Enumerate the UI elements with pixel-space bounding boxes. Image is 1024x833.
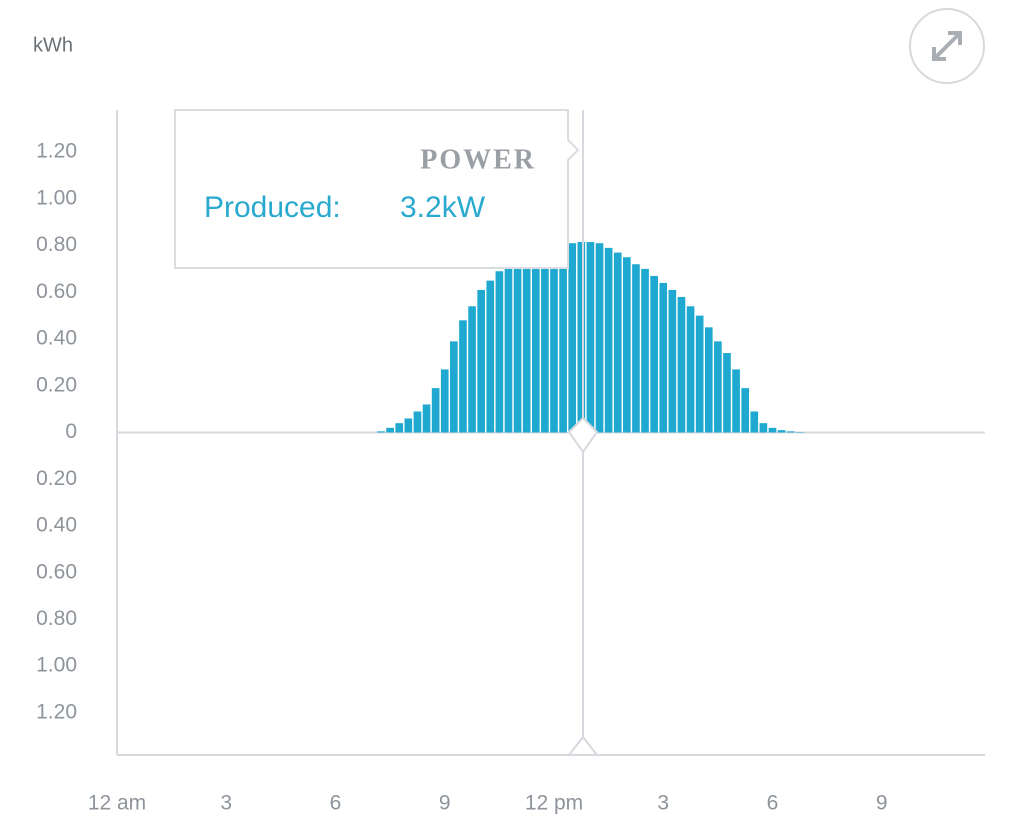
bar <box>395 423 404 433</box>
bar <box>513 261 522 433</box>
cursor-handle <box>567 416 599 454</box>
bar <box>486 280 495 433</box>
bar <box>477 289 485 433</box>
bar <box>468 306 476 433</box>
bar <box>750 411 759 433</box>
tooltip: POWER Produced: 3.2kW <box>174 109 580 269</box>
bar <box>741 388 750 433</box>
y-tick-label: 0.60 <box>36 280 77 303</box>
bar <box>422 404 431 433</box>
y-tick-label: 0 <box>65 420 77 443</box>
bar <box>759 423 768 433</box>
y-tick-label: 1.00 <box>36 186 77 209</box>
x-tick-label: 9 <box>439 792 451 815</box>
bar <box>604 247 613 433</box>
tooltip-box <box>174 109 580 269</box>
y-tick-label: 0.40 <box>36 514 77 537</box>
bar <box>495 271 504 433</box>
tooltip-title: POWER <box>420 144 536 175</box>
bar <box>559 245 567 433</box>
y-tick-label: 1.20 <box>36 140 77 163</box>
bar <box>641 268 649 433</box>
bar <box>677 296 686 433</box>
bar <box>541 250 549 433</box>
tooltip-value: 3.2kW <box>400 191 486 224</box>
x-tick-label: 3 <box>657 792 669 815</box>
bar <box>377 431 385 433</box>
bar <box>577 242 586 433</box>
y-tick-label: 0.20 <box>36 373 77 396</box>
bar <box>413 411 422 433</box>
expand-icon[interactable] <box>932 31 962 61</box>
y-tick-label: 0.40 <box>36 327 77 350</box>
bar <box>659 282 668 433</box>
bar <box>632 264 640 433</box>
bar <box>786 431 795 433</box>
bar <box>613 252 622 433</box>
bar <box>777 430 786 433</box>
bar <box>686 306 695 433</box>
bar <box>522 257 531 433</box>
y-tick-label: 0.20 <box>36 467 77 490</box>
bar <box>450 341 458 433</box>
bar <box>440 369 449 433</box>
bar <box>723 353 731 433</box>
bar <box>668 289 677 433</box>
bar <box>714 341 722 433</box>
bar <box>459 320 467 433</box>
cursor-marker <box>566 735 600 756</box>
y-tick-label: 0.80 <box>36 607 77 630</box>
bar <box>650 275 658 433</box>
x-tick-label: 9 <box>876 792 888 815</box>
x-tick-label: 12 pm <box>525 792 583 815</box>
bar <box>550 247 558 433</box>
bar <box>695 315 704 433</box>
tooltip-label: Produced: <box>204 191 341 224</box>
bar <box>586 242 595 433</box>
bar <box>704 327 713 433</box>
y-tick-label: 1.20 <box>36 700 77 723</box>
x-tick-label: 6 <box>330 792 342 815</box>
y-axis-label: kWh <box>33 34 73 56</box>
bar <box>568 243 577 433</box>
y-tick-label: 0.80 <box>36 233 77 256</box>
bar <box>504 266 513 433</box>
x-tick-label: 12 am <box>88 792 146 815</box>
bar <box>595 243 604 433</box>
cursor <box>566 110 600 756</box>
x-tick-label: 3 <box>220 792 232 815</box>
x-tick-label: 6 <box>767 792 779 815</box>
y-tick-label: 0.60 <box>36 560 77 583</box>
bar <box>623 257 631 433</box>
y-tick-label: 1.00 <box>36 654 77 677</box>
plot <box>117 242 985 434</box>
expand-button[interactable] <box>909 8 985 84</box>
bar <box>531 252 540 433</box>
bar <box>386 427 394 433</box>
bar <box>732 369 740 433</box>
bar <box>431 388 440 433</box>
bar <box>768 427 777 433</box>
bar <box>404 418 413 433</box>
